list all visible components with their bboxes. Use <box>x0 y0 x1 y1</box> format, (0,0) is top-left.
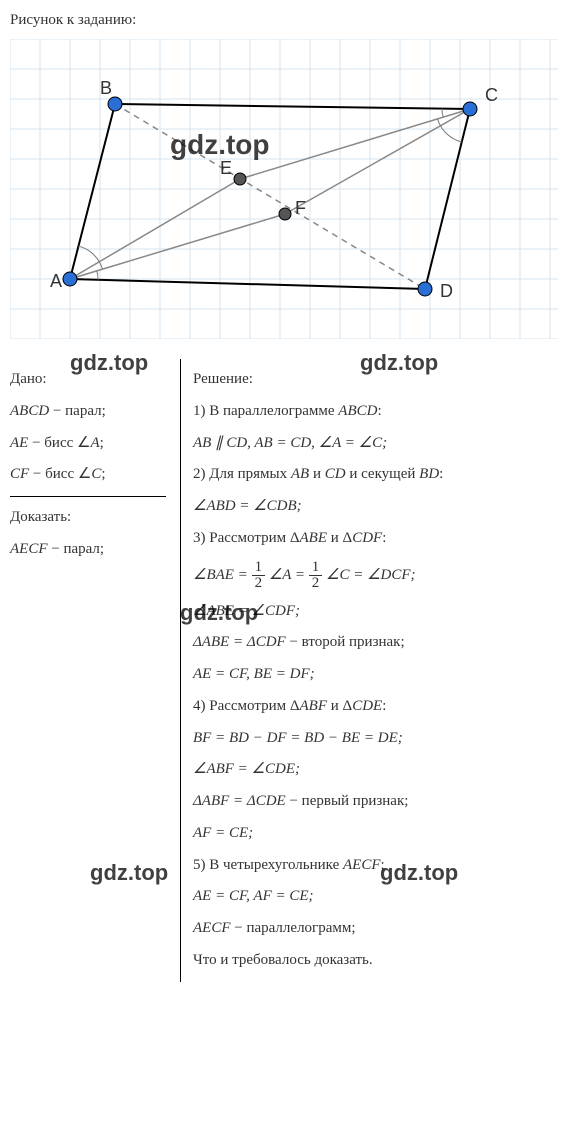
text: ; <box>101 466 105 482</box>
math: AECF <box>10 541 48 557</box>
text: и секущей <box>346 466 420 482</box>
text: 4) Рассмотрим Δ <box>193 698 300 714</box>
text: − параллелограмм; <box>231 920 356 936</box>
text: − парал; <box>48 541 105 557</box>
math: ∠ABF = ∠CDE; <box>193 761 300 777</box>
text: : <box>377 403 381 419</box>
step: 3) Рассмотрим ΔABE и ΔCDF: <box>193 528 558 550</box>
step: 5) В четырехугольнике AECF; <box>193 855 558 877</box>
svg-text:D: D <box>440 281 453 301</box>
svg-text:C: C <box>485 85 498 105</box>
step: AB ∥ CD, AB = CD, ∠A = ∠C; <box>193 433 558 455</box>
step: ∠ABF = ∠CDE; <box>193 759 558 781</box>
step: AE = CF, BE = DF; <box>193 664 558 686</box>
fraction: 12 <box>252 560 266 591</box>
math: ABCD <box>338 403 377 419</box>
step: ∠ABE = ∠CDF; <box>193 601 558 623</box>
numerator: 1 <box>309 560 323 575</box>
text: 1) В параллелограмме <box>193 403 338 419</box>
geometry-figure: ABCDEF gdz.top <box>10 39 558 339</box>
math: BF = BD − DF = BD − BE = DE; <box>193 730 403 746</box>
math: CD <box>325 466 346 482</box>
step: ∠ABD = ∠CDB; <box>193 496 558 518</box>
prove-header: Доказать: <box>10 507 166 529</box>
step: ΔABE = ΔCDF − второй признак; <box>193 632 558 654</box>
math: BD <box>419 466 439 482</box>
solution-column: Решение: 1) В параллелограмме ABCD: AB ∥… <box>180 359 558 982</box>
math: AE = CF, BE = DF; <box>193 666 315 682</box>
text: 3) Рассмотрим Δ <box>193 530 300 546</box>
math: ΔABF = ΔCDE <box>193 793 286 809</box>
math: ∠C = ∠DCF; <box>322 566 415 582</box>
math: AB ∥ CD, AB = CD, ∠A = ∠C; <box>193 435 387 451</box>
text: : <box>439 466 443 482</box>
math: AF = CE; <box>193 825 253 841</box>
solution-header: Решение: <box>193 369 558 391</box>
given-line: AE − бисс ∠A; <box>10 433 166 455</box>
qed: Что и требовалось доказать. <box>193 950 558 972</box>
given-column: Дано: ABCD − парал; AE − бисс ∠A; CF − б… <box>10 359 180 571</box>
math: CF <box>10 466 29 482</box>
text: : <box>382 698 386 714</box>
step: AECF − параллелограмм; <box>193 918 558 940</box>
figure-title: Рисунок к заданию: <box>10 12 558 29</box>
text: − бисс ∠ <box>28 435 90 451</box>
numerator: 1 <box>252 560 266 575</box>
text: и <box>309 466 325 482</box>
math: ABE <box>300 530 328 546</box>
denominator: 2 <box>252 575 266 591</box>
step: 2) Для прямых AB и CD и секущей BD: <box>193 464 558 486</box>
svg-text:E: E <box>220 158 232 178</box>
math: ABF <box>300 698 328 714</box>
step: 4) Рассмотрим ΔABF и ΔCDE: <box>193 696 558 718</box>
math: ∠A = <box>265 566 309 582</box>
math: C <box>91 466 101 482</box>
denominator: 2 <box>309 575 323 591</box>
step: ΔABF = ΔCDE − первый признак; <box>193 791 558 813</box>
text: : <box>382 530 386 546</box>
step: BF = BD − DF = BD − BE = DE; <box>193 728 558 750</box>
math: A <box>90 435 99 451</box>
divider <box>10 496 166 497</box>
given-line: ABCD − парал; <box>10 401 166 423</box>
text: − второй признак; <box>286 634 405 650</box>
svg-text:F: F <box>295 198 306 218</box>
text: − первый признак; <box>286 793 409 809</box>
math: CDF <box>352 530 382 546</box>
text: − парал; <box>49 403 106 419</box>
text: и Δ <box>327 530 352 546</box>
text: 2) Для прямых <box>193 466 291 482</box>
step: AF = CE; <box>193 823 558 845</box>
math: AECF <box>343 857 381 873</box>
given-header: Дано: <box>10 369 166 391</box>
math: AB <box>291 466 309 482</box>
math: ABCD <box>10 403 49 419</box>
math: ∠BAE = <box>193 566 252 582</box>
math: ΔABE = ΔCDF <box>193 634 286 650</box>
fraction: 12 <box>309 560 323 591</box>
step: AE = CF, AF = CE; <box>193 886 558 908</box>
prove-line: AECF − парал; <box>10 539 166 561</box>
proof-layout: Дано: ABCD − парал; AE − бисс ∠A; CF − б… <box>10 359 558 982</box>
svg-text:B: B <box>100 78 112 98</box>
math: ∠ABE = ∠CDF; <box>193 603 300 619</box>
svg-text:A: A <box>50 271 62 291</box>
step: 1) В параллелограмме ABCD: <box>193 401 558 423</box>
math: AE = CF, AF = CE; <box>193 888 314 904</box>
text: ; <box>381 857 385 873</box>
math: AE <box>10 435 28 451</box>
text: ; <box>100 435 104 451</box>
step: ∠BAE = 12 ∠A = 12 ∠C = ∠DCF; <box>193 560 558 591</box>
text: и Δ <box>327 698 352 714</box>
text: − бисс ∠ <box>29 466 91 482</box>
math: ∠ABD = ∠CDB; <box>193 498 302 514</box>
math: CDE <box>352 698 382 714</box>
figure-svg: A B C D E F <box>10 39 558 339</box>
text: 5) В четырехугольнике <box>193 857 343 873</box>
math: AECF <box>193 920 231 936</box>
given-line: CF − бисс ∠C; <box>10 464 166 486</box>
